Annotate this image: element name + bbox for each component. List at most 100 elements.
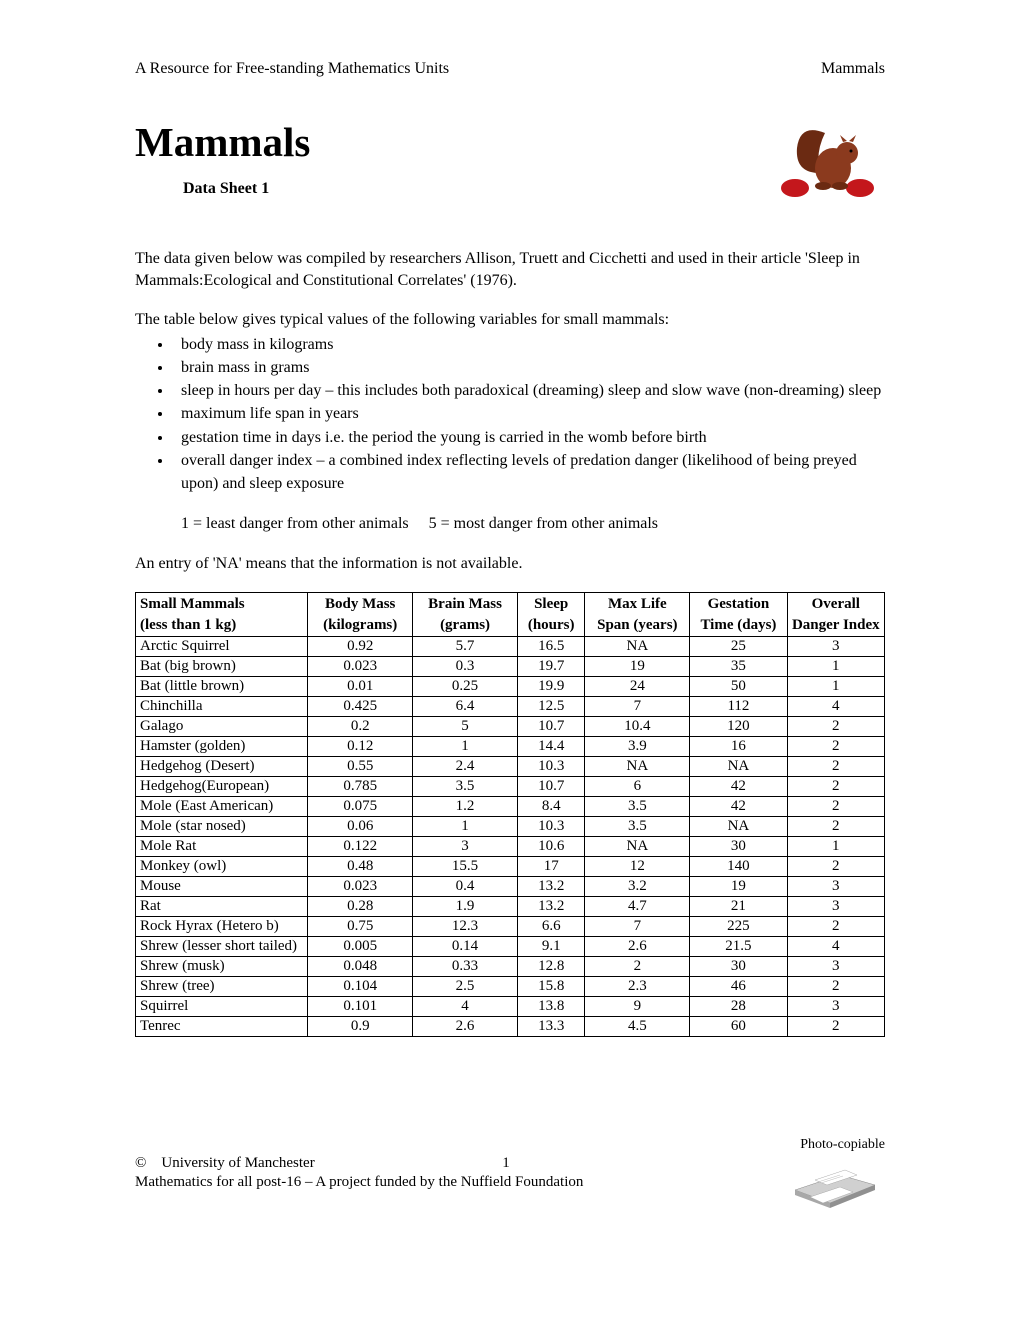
cell-value: 8.4 — [517, 796, 584, 816]
cell-value: 2.5 — [413, 976, 518, 996]
cell-value: 19 — [690, 876, 787, 896]
cell-name: Monkey (owl) — [136, 856, 308, 876]
cell-value: 42 — [690, 776, 787, 796]
cell-value: 2.4 — [413, 756, 518, 776]
cell-value: NA — [690, 816, 787, 836]
cell-value: 3 — [787, 996, 884, 1016]
col-subheader: Danger Index — [792, 617, 880, 633]
cell-value: 10.3 — [517, 756, 584, 776]
cell-value: 2 — [787, 856, 884, 876]
cell-value: 0.92 — [308, 636, 413, 656]
col-header: Max Life — [608, 596, 667, 612]
col-header: Small Mammals — [140, 596, 245, 612]
cell-value: 30 — [690, 836, 787, 856]
subtitle: Data Sheet 1 — [183, 180, 765, 198]
list-item: brain mass in grams — [173, 356, 885, 379]
cell-value: 4 — [413, 996, 518, 1016]
cell-value: 3 — [787, 636, 884, 656]
cell-value: 5.7 — [413, 636, 518, 656]
cell-name: Arctic Squirrel — [136, 636, 308, 656]
cell-value: 2 — [787, 796, 884, 816]
cell-value: 0.2 — [308, 716, 413, 736]
cell-value: 0.25 — [413, 676, 518, 696]
danger-legend: 1 = least danger from other animals 5 = … — [181, 513, 885, 535]
cell-name: Chinchilla — [136, 696, 308, 716]
cell-value: 1 — [787, 836, 884, 856]
cell-value: 0.48 — [308, 856, 413, 876]
cell-value: 1 — [413, 736, 518, 756]
col-header: Body Mass — [325, 596, 395, 612]
table-row: Shrew (lesser short tailed)0.0050.149.12… — [136, 936, 885, 956]
table-row: Hamster (golden)0.12114.43.9162 — [136, 736, 885, 756]
cell-value: 30 — [690, 956, 787, 976]
cell-value: 0.425 — [308, 696, 413, 716]
cell-value: 112 — [690, 696, 787, 716]
cell-value: 10.7 — [517, 716, 584, 736]
col-subheader: Time (days) — [700, 617, 776, 633]
table-row: Shrew (tree)0.1042.515.82.3462 — [136, 976, 885, 996]
cell-value: 3.5 — [585, 816, 690, 836]
table-row: Hedgehog(European)0.7853.510.76422 — [136, 776, 885, 796]
cell-value: 3.5 — [413, 776, 518, 796]
cell-value: 6.6 — [517, 916, 584, 936]
cell-value: 7 — [585, 696, 690, 716]
list-item: overall danger index – a combined index … — [173, 449, 885, 495]
table-header-row: Small Mammals (less than 1 kg) Body Mass… — [136, 593, 885, 637]
mammals-table: Small Mammals (less than 1 kg) Body Mass… — [135, 592, 885, 1037]
cell-value: 1 — [787, 656, 884, 676]
page-number: 1 — [502, 1155, 510, 1171]
cell-value: 12.5 — [517, 696, 584, 716]
cell-value: 3.9 — [585, 736, 690, 756]
cell-name: Shrew (tree) — [136, 976, 308, 996]
list-item: gestation time in days i.e. the period t… — [173, 426, 885, 449]
cell-name: Rat — [136, 896, 308, 916]
col-header: Overall — [812, 596, 860, 612]
cell-value: 13.3 — [517, 1016, 584, 1036]
cell-value: 140 — [690, 856, 787, 876]
col-header: Sleep — [534, 596, 568, 612]
cell-value: 12.3 — [413, 916, 518, 936]
cell-value: 0.9 — [308, 1016, 413, 1036]
footer: Photo-copiable © University of Mancheste… — [135, 1137, 885, 1215]
variable-list: body mass in kilograms brain mass in gra… — [135, 333, 885, 495]
cell-name: Galago — [136, 716, 308, 736]
table-row: Tenrec0.92.613.34.5602 — [136, 1016, 885, 1036]
cell-value: 2.3 — [585, 976, 690, 996]
cell-name: Squirrel — [136, 996, 308, 1016]
cell-name: Shrew (musk) — [136, 956, 308, 976]
cell-value: 0.33 — [413, 956, 518, 976]
cell-value: 0.122 — [308, 836, 413, 856]
cell-value: 21 — [690, 896, 787, 916]
table-row: Bat (little brown)0.010.2519.924501 — [136, 676, 885, 696]
table-row: Hedgehog (Desert)0.552.410.3NANA2 — [136, 756, 885, 776]
cell-value: 225 — [690, 916, 787, 936]
cell-value: 24 — [585, 676, 690, 696]
table-row: Mole Rat0.122310.6NA301 — [136, 836, 885, 856]
cell-value: 6 — [585, 776, 690, 796]
cell-value: 2 — [787, 916, 884, 936]
col-header: Brain Mass — [428, 596, 502, 612]
cell-value: 0.3 — [413, 656, 518, 676]
table-row: Shrew (musk)0.0480.3312.82303 — [136, 956, 885, 976]
cell-value: 0.023 — [308, 656, 413, 676]
footer-copyright: © University of Manchester — [135, 1155, 315, 1171]
cell-value: 2 — [787, 1016, 884, 1036]
cell-value: 10.7 — [517, 776, 584, 796]
cell-value: 42 — [690, 796, 787, 816]
cell-name: Mouse — [136, 876, 308, 896]
cell-value: 0.55 — [308, 756, 413, 776]
cell-value: 3.5 — [585, 796, 690, 816]
cell-value: 1.9 — [413, 896, 518, 916]
list-item: body mass in kilograms — [173, 333, 885, 356]
cell-name: Hedgehog (Desert) — [136, 756, 308, 776]
cell-value: 15.5 — [413, 856, 518, 876]
table-row: Mole (star nosed)0.06110.33.5NA2 — [136, 816, 885, 836]
col-subheader: (less than 1 kg) — [140, 617, 236, 633]
cell-value: NA — [585, 636, 690, 656]
cell-value: NA — [585, 836, 690, 856]
table-row: Galago0.2510.710.41202 — [136, 716, 885, 736]
cell-value: 0.101 — [308, 996, 413, 1016]
cell-value: 120 — [690, 716, 787, 736]
cell-name: Rock Hyrax (Hetero b) — [136, 916, 308, 936]
cell-value: 1.2 — [413, 796, 518, 816]
